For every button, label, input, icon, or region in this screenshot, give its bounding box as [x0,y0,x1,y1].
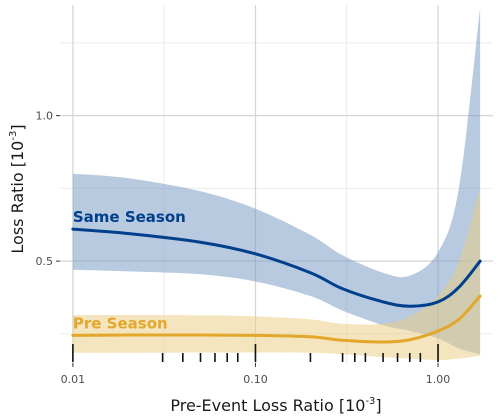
series-label-pre-season: Pre Season [73,314,168,332]
series-line-pre-season [71,294,482,344]
confidence-band-pre-season [72,188,481,361]
x-tick-label: 0.01 [61,373,86,386]
axis-ticks: 0.01 0.10 1.00 0.5 1.0 [36,110,451,386]
y-tick-label: 0.5 [36,255,54,268]
confidence-band-same-season [72,7,481,355]
x-tick-label: 1.00 [426,373,451,386]
series-lines [71,227,482,344]
x-axis-title: Pre-Event Loss Ratio [10-3] [170,396,381,415]
y-tick-label: 1.0 [36,110,54,123]
rug-marks [72,344,439,362]
y-axis-title: Loss Ratio [10-3] [8,124,27,253]
series-labels: Same Season Pre Season [73,208,186,332]
x-tick-label: 0.10 [243,373,268,386]
confidence-bands [72,7,481,361]
series-label-same-season: Same Season [73,208,186,226]
series-line-same-season [71,227,482,308]
